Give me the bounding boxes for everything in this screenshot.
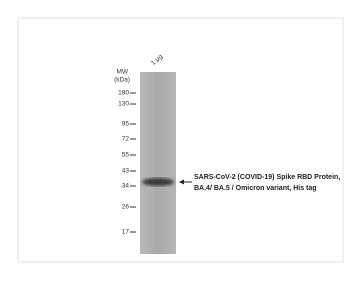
marker-label: 130 [118, 101, 129, 108]
page: 1 μg MW (kDa) SARS-CoV-2 (COVID-19) Spik… [0, 0, 361, 280]
marker-label: 43 [122, 168, 130, 175]
band-label: SARS-CoV-2 (COVID-19) Spike RBD Protein, [194, 174, 340, 181]
marker-label: 55 [122, 152, 130, 159]
marker-label: 72 [122, 136, 130, 143]
mw-label: MW [116, 69, 128, 76]
marker-label: 17 [122, 229, 130, 236]
blot-figure: 1 μg MW (kDa) SARS-CoV-2 (COVID-19) Spik… [0, 0, 361, 280]
band-label: BA.4/ BA.5 / Omicron variant, His tag [194, 185, 317, 192]
marker-label: 34 [122, 183, 130, 190]
gel-lane [140, 72, 176, 254]
marker-label: 95 [122, 121, 130, 128]
marker-label: 180 [118, 90, 129, 97]
frame [18, 18, 343, 262]
protein-band [142, 178, 174, 186]
marker-label: 26 [122, 204, 130, 211]
mw-unit: (kDa) [114, 77, 130, 84]
